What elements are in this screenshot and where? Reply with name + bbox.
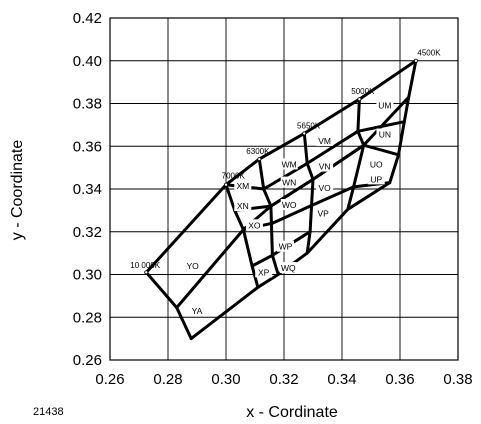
bin-label: UO [370, 159, 383, 169]
bin-boundary-line [144, 270, 193, 341]
bin-label: YA [192, 306, 203, 316]
bin-label-background [280, 158, 298, 170]
cct-point-marker [223, 182, 228, 187]
bin-label-background [376, 128, 394, 140]
bin-label-background [316, 181, 334, 193]
cct-label: 6300K [246, 147, 270, 156]
bin-label: UN [379, 129, 391, 139]
y-tick-labels: 0.26 0.28 0.30 0.32 0.34 0.36 0.38 0.40 0.42 [73, 10, 102, 369]
x-tick-label: 0.36 [385, 371, 414, 388]
bin-label: XP [258, 267, 270, 277]
y-axis-title: y - Coordinate [9, 140, 26, 241]
cct-point-marker [257, 157, 262, 162]
x-axis-title: x - Cordinate [246, 404, 338, 421]
y-tick-label: 0.30 [73, 267, 102, 284]
bin-label: UM [378, 101, 391, 111]
y-tick-label: 0.32 [73, 224, 102, 241]
bin-label: UP [370, 174, 382, 184]
bin-label: VP [317, 209, 329, 219]
bin-label: WO [282, 200, 297, 210]
bin-boundary-line [189, 59, 418, 341]
bin-label-background [245, 219, 263, 231]
x-tick-label: 0.26 [95, 371, 124, 388]
bin-label-background [234, 179, 252, 191]
bin-boundary-line [250, 230, 312, 268]
bin-boundary-line [224, 183, 260, 289]
x-tick-label: 0.38 [443, 371, 472, 388]
y-tick-label: 0.36 [73, 138, 102, 155]
x-tick-label: 0.30 [211, 371, 240, 388]
bin-label: WP [279, 242, 293, 252]
bin-label-background [314, 207, 332, 219]
bin-label: XM [236, 181, 249, 191]
y-tick-label: 0.28 [73, 309, 102, 326]
cct-label: 5650K [297, 122, 321, 131]
x-tick-label: 0.34 [327, 371, 356, 388]
plot-frame [109, 17, 459, 361]
bin-label: WM [282, 159, 297, 169]
bin-label: VN [319, 162, 331, 172]
cct-point-marker [357, 97, 362, 102]
y-tick-label: 0.42 [73, 10, 102, 27]
bin-label: XN [237, 201, 249, 211]
bin-label-background [188, 304, 206, 316]
bin-boundary-line [144, 59, 418, 274]
y-tick-label: 0.40 [73, 53, 102, 70]
y-tick-label: 0.34 [73, 181, 102, 198]
cct-point-marker [144, 270, 149, 275]
bin-label-background [279, 262, 297, 274]
bin-label-background [276, 240, 294, 252]
cct-label: 4500K [417, 48, 441, 57]
bin-label: VO [318, 183, 331, 193]
cct-label: 7000K [222, 171, 246, 180]
x-tick-label: 0.32 [269, 371, 298, 388]
bin-label: VM [318, 136, 331, 146]
bin-label: WQ [281, 263, 296, 273]
bin-labels: UM UN UO UP VM VN VO VP WM WN WO WP WQ XM XN XO XP YO YA [184, 99, 394, 316]
bin-label: YO [187, 261, 200, 271]
bin-label: XO [248, 220, 261, 230]
cct-point-marker [302, 131, 307, 136]
bin-label-background [367, 158, 385, 170]
cct-label: 5000K [351, 87, 375, 96]
y-tick-label: 0.38 [73, 96, 102, 113]
bin-label-background [184, 259, 202, 271]
cct-labels: 4500K 5000K 5650K 6300K 7000K 10 000K [130, 48, 441, 275]
bin-boundary-line [233, 143, 400, 212]
bin-label: WN [282, 178, 296, 188]
bin-label-background [316, 134, 334, 146]
bin-label-background [234, 200, 252, 212]
x-tick-label: 0.28 [153, 371, 182, 388]
cct-label: 10 000K [130, 261, 160, 270]
bin-label-background [280, 176, 298, 188]
bin-label-background [280, 199, 298, 211]
bin-label-background [316, 160, 334, 172]
y-tick-label: 0.26 [73, 352, 102, 369]
bin-label-background [367, 173, 385, 185]
x-tick-labels: 0.26 0.28 0.30 0.32 0.34 0.36 0.38 [95, 371, 472, 388]
bin-label-background [255, 266, 273, 278]
figure-number: 21438 [33, 406, 64, 418]
bin-label-background [376, 99, 394, 111]
cct-point-marker [413, 58, 418, 63]
